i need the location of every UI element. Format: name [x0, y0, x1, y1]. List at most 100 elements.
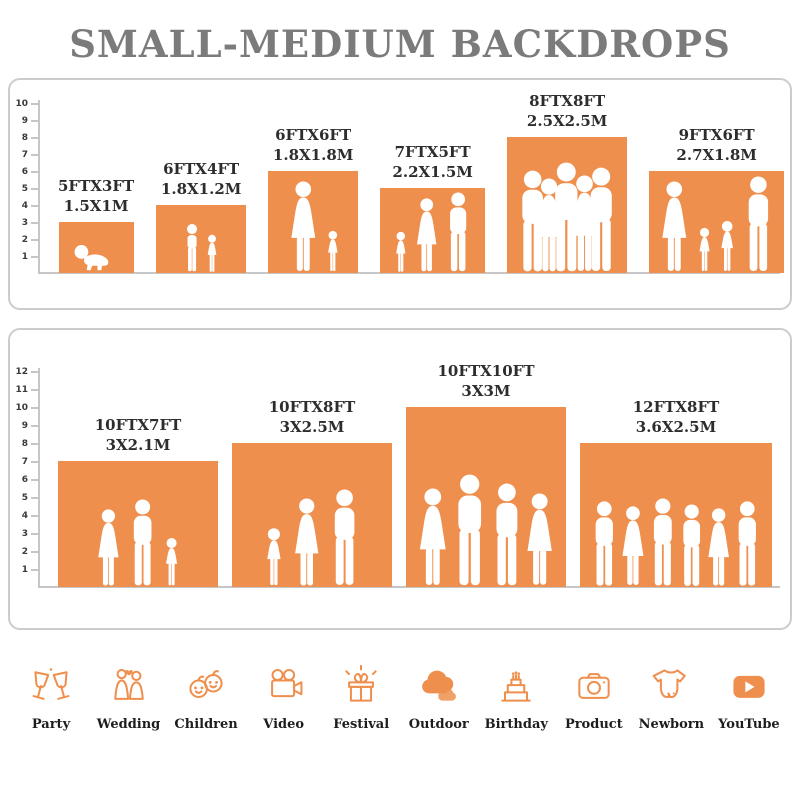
wedding-icon: [107, 660, 151, 708]
ruler-number: 6: [21, 475, 28, 485]
person-silhouette-childf: [715, 220, 739, 273]
person-silhouette-childf: [323, 230, 343, 273]
size-meters: 1.5X1M: [63, 196, 129, 215]
size-meters: 3X2.5M: [279, 417, 345, 436]
size-feet: 5FTX3FT: [58, 177, 135, 195]
person-silhouette-woman: [411, 198, 442, 273]
ruler-tick: [31, 497, 40, 499]
size-feet: 6FTX4FT: [163, 160, 240, 178]
ruler-tick: [31, 551, 40, 553]
backdrop-size-label: 7FTX5FT 2.2X1.5M: [392, 143, 472, 182]
ruler-tick: [31, 425, 40, 427]
backdrop-rect: [232, 443, 392, 587]
ruler-number: 10: [15, 403, 28, 413]
size-meters: 2.7X1.8M: [676, 145, 757, 164]
person-silhouette-childf: [694, 227, 715, 273]
category-product: Product: [557, 660, 631, 732]
category-icon-row: Party Wedding Children Video Festival Outdoor…: [14, 660, 786, 732]
person-silhouette-man: [645, 498, 681, 587]
person-silhouette-child: [181, 223, 203, 273]
backdrop-item: 8FTX8FT 2.5X2.5M: [507, 92, 628, 273]
category-label: YouTube: [718, 717, 780, 732]
backdrop-rect: [268, 171, 359, 273]
category-label: Party: [31, 717, 71, 732]
ruler-tick: [31, 443, 40, 445]
backdrop-item: 6FTX6FT 1.8X1.8M: [268, 126, 359, 273]
page-title: SMALL-MEDIUM BACKDROPS: [69, 22, 731, 66]
category-label: Newborn: [638, 717, 705, 732]
category-birthday: Birthday: [479, 660, 553, 732]
ruler-number: 8: [21, 133, 28, 143]
ruler-tick: [31, 407, 40, 409]
size-meters: 2.2X1.5M: [392, 162, 473, 181]
ruler-number: 6: [21, 167, 28, 177]
ruler-tick: [31, 515, 40, 517]
person-silhouette-man: [486, 483, 528, 587]
newborn-icon: [649, 660, 693, 708]
size-feet: 10FTX7FT: [94, 416, 182, 434]
person-silhouette-woman: [655, 181, 694, 273]
ruler-number: 11: [15, 385, 28, 395]
size-feet: 7FTX5FT: [394, 143, 471, 161]
ruler-number: 1: [21, 565, 28, 575]
ruler-number: 3: [21, 218, 28, 228]
ruler-number: 2: [21, 235, 28, 245]
person-silhouette-childf: [203, 234, 221, 273]
ruler-axis: [38, 100, 40, 274]
size-feet: 9FTX6FT: [678, 126, 755, 144]
ruler-tick: [31, 371, 40, 373]
ruler-tick: [31, 154, 40, 156]
ruler-number: 7: [21, 457, 28, 467]
baseline: [38, 272, 780, 274]
person-silhouette-childf: [160, 537, 183, 587]
ruler-tick: [31, 137, 40, 139]
video-icon: [262, 660, 306, 708]
ruler-number: 9: [21, 421, 28, 431]
backdrop-size-label: 5FTX3FT 1.5X1M: [58, 177, 134, 216]
person-silhouette-woman: [288, 498, 326, 587]
backdrop-item: 10FTX7FT 3X2.1M: [58, 416, 218, 587]
ruler-number: 2: [21, 547, 28, 557]
backdrop-rect: [380, 188, 486, 273]
person-silhouette-man: [125, 499, 160, 587]
product-icon: [572, 660, 616, 708]
person-silhouette-woman: [92, 509, 125, 587]
backdrop-item: 5FTX3FT 1.5X1M: [58, 177, 134, 273]
size-meters: 3X3M: [461, 381, 511, 400]
ruler-tick: [31, 461, 40, 463]
size-feet: 12FTX8FT: [632, 398, 720, 416]
category-video: Video: [247, 660, 321, 732]
person-silhouette-childf: [260, 527, 288, 588]
size-feet: 10FTX8FT: [268, 398, 356, 416]
category-label: Outdoor: [408, 717, 469, 732]
category-festival: Festival: [324, 660, 398, 732]
ruler-tick: [31, 222, 40, 224]
ruler-number: 3: [21, 529, 28, 539]
category-outdoor: Outdoor: [402, 660, 476, 732]
backdrop-size-label: 10FTX8FT 3X2.5M: [269, 398, 356, 437]
backdrop-rect: [580, 443, 772, 587]
backdrop-item: 10FTX10FT 3X3M: [406, 362, 566, 587]
backdrop-size-label: 12FTX8FT 3.6X2.5M: [633, 398, 720, 437]
person-silhouette-man: [730, 501, 765, 587]
backdrop-size-label: 6FTX6FT 1.8X1.8M: [273, 126, 353, 165]
backdrop-size-label: 10FTX7FT 3X2.1M: [95, 416, 182, 455]
ruler-tick: [31, 205, 40, 207]
size-feet: 10FTX10FT: [437, 362, 535, 380]
category-label: Festival: [333, 717, 390, 732]
ruler-number: 5: [21, 493, 28, 503]
person-silhouette-woman: [412, 488, 454, 587]
category-wedding: Wedding: [92, 660, 166, 732]
size-meters: 3.6X2.5M: [635, 417, 717, 436]
size-meters: 1.8X1.2M: [160, 179, 242, 198]
ruler-number: 5: [21, 184, 28, 194]
backdrop-rect: [58, 461, 218, 587]
ruler-number: 12: [15, 367, 28, 377]
category-label: Birthday: [484, 717, 548, 732]
ruler-tick: [31, 103, 40, 105]
backdrop-item: 12FTX8FT 3.6X2.5M: [580, 398, 772, 587]
ruler-number: 7: [21, 150, 28, 160]
outdoor-icon: [417, 660, 461, 708]
backdrop-rect: [156, 205, 247, 273]
